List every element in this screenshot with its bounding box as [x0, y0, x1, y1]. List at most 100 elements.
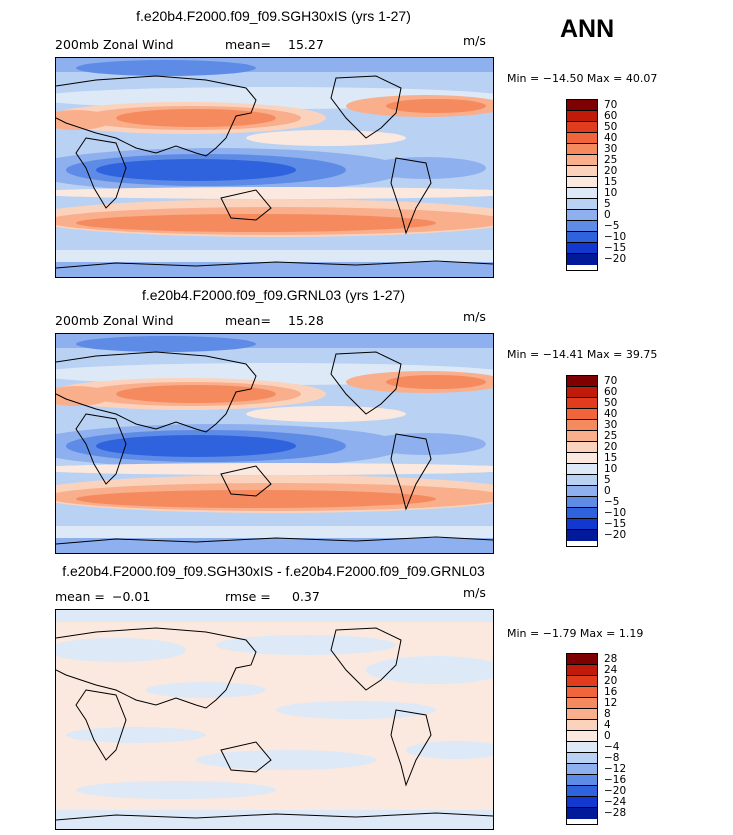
panel1-colorbar-label: 15	[604, 176, 618, 188]
panel3-coastlines	[56, 627, 493, 821]
panel2-colorbar-box	[567, 387, 597, 398]
panel2-map-svg	[56, 334, 493, 553]
panel2-mean-value: 15.28	[288, 313, 324, 328]
panel1-mean-label: mean=	[225, 37, 271, 52]
panel3-units: m/s	[463, 585, 486, 600]
panel1-colorbar-box	[567, 111, 597, 122]
panel1-colorbar-label: 70	[604, 99, 618, 111]
panel3-patch	[66, 727, 206, 743]
panel3-colorbar-box	[567, 797, 597, 808]
panel1-units: m/s	[463, 33, 486, 48]
season-label: ANN	[560, 15, 615, 43]
panel1-variable-label: 200mb Zonal Wind	[55, 37, 174, 52]
panel1-colorbar-box	[567, 254, 597, 265]
panel1-colorbar-label: −20	[604, 253, 627, 265]
panel3-colorbar-label: 0	[604, 730, 611, 742]
panel1-colorbar-label: 40	[604, 132, 618, 144]
panel3-colorbar-label: −16	[604, 774, 627, 786]
panel3-coast-africa	[75, 689, 127, 761]
panel1-colorbar-label: 0	[604, 209, 611, 221]
panel2-jet-asia-inner	[116, 385, 276, 403]
panel3-patch	[56, 638, 186, 662]
panel3-colorbar-box	[567, 753, 597, 764]
panel3-colorbar-box	[567, 654, 597, 665]
panel2-coast-namerica	[330, 351, 402, 415]
panel1-colorbar-box	[567, 100, 597, 111]
panel1-colorbar-label: −10	[604, 231, 627, 243]
panel1-colorbar-label: 20	[604, 165, 618, 177]
panel1-coast-africa	[75, 137, 127, 209]
panel2-colorbar-label: 50	[604, 397, 618, 409]
panel1-tropics-inner	[96, 159, 296, 181]
panel3-patch	[216, 635, 396, 655]
panel2-coast-eurasia	[56, 351, 257, 433]
panel2-tropics-atl	[366, 433, 486, 455]
panel1-field	[56, 58, 493, 277]
panel3-patch	[146, 682, 266, 698]
panel3-map	[55, 609, 494, 830]
panel2-title: f.e20b4.F2000.f09_f09.GRNL03 (yrs 1-27)	[141, 287, 406, 303]
panel2-minmax: Min = −14.41 Max = 39.75	[507, 348, 658, 361]
panel3-patch	[276, 701, 436, 719]
panel1-colorbar-box	[567, 122, 597, 133]
panel1-title: f.e20b4.F2000.f09_f09.SGH30xIS (yrs 1-27…	[136, 8, 411, 24]
panel1-colorbar-label: 60	[604, 110, 618, 122]
panel2-field	[56, 334, 493, 553]
panel1-jet-west-edge	[56, 110, 111, 130]
panel2-coast-australia	[220, 465, 272, 497]
panel1-colorbar-label: 50	[604, 121, 618, 133]
panel2-tropics-inner	[96, 435, 296, 457]
panel3-band-s	[56, 810, 493, 829]
panel1-colorbar-label: 30	[604, 143, 618, 155]
panel2-colorbar-label: −15	[604, 518, 627, 530]
panel3-colorbar-label: 28	[604, 653, 618, 665]
panel3-colorbar-box	[567, 687, 597, 698]
panel1-coast-australia	[220, 189, 272, 221]
panel3-title: f.e20b4.F2000.f09_f09.SGH30xIS - f.e20b4…	[62, 563, 485, 579]
panel1-colorbar-label: 10	[604, 187, 618, 199]
panel1-colorbar-box	[567, 232, 597, 243]
panel1-coast-samerica	[390, 157, 432, 235]
panel3-coast-antarctica	[56, 812, 493, 821]
panel1-coastlines	[56, 75, 493, 269]
panel1-map	[55, 57, 494, 278]
panel1-region-polar-low	[76, 60, 256, 76]
panel3-colorbar-box	[567, 676, 597, 687]
panel2-colorbar-box	[567, 464, 597, 475]
panel1-band-polar-s	[56, 262, 493, 277]
panel2-jet-atlantic-inner	[386, 375, 486, 389]
panel3-patch	[196, 750, 376, 770]
panel2-colorbar-box	[567, 409, 597, 420]
panel3-colorbar-label: −20	[604, 785, 627, 797]
panel1-colorbar-box	[567, 166, 597, 177]
panel3-colorbar-box	[567, 720, 597, 731]
panel2-pacific-north	[246, 406, 406, 422]
panel3-rmse-label: rmse =	[225, 589, 271, 604]
panel3-colorbar-box	[567, 775, 597, 786]
panel3-colorbar-label: −4	[604, 741, 620, 753]
panel2-units: m/s	[463, 309, 486, 324]
panel1-colorbar-box	[567, 133, 597, 144]
panel2-colorbar-label: 25	[604, 430, 618, 442]
panel2-colorbar-label: 10	[604, 463, 618, 475]
panel2-colorbar-box	[567, 420, 597, 431]
panel2-variable-label: 200mb Zonal Wind	[55, 313, 174, 328]
panel3-field	[56, 610, 493, 829]
panel2-coast-africa	[75, 413, 127, 485]
panel3-colorbar-label: 20	[604, 675, 618, 687]
panel3-colorbar-box	[567, 731, 597, 742]
panel1-colorbar-label: −5	[604, 220, 620, 232]
panel1-colorbar-box	[567, 243, 597, 254]
panel3-colorbar-label: −24	[604, 796, 627, 808]
panel2-jet-south-inner	[76, 490, 436, 508]
panel2-colorbar-label: −10	[604, 507, 627, 519]
panel2-band-s-edge	[56, 526, 493, 538]
panel3-colorbar-box	[567, 764, 597, 775]
panel2-colorbar-box	[567, 398, 597, 409]
panel2-coast-antarctica	[56, 536, 493, 545]
panel3-mean-value: −0.01	[112, 589, 151, 604]
panel3-colorbar-label: −8	[604, 752, 620, 764]
panel1-pacific-north	[246, 130, 406, 146]
panel1-colorbar-box	[567, 210, 597, 221]
panel2-colorbar-box	[567, 431, 597, 442]
